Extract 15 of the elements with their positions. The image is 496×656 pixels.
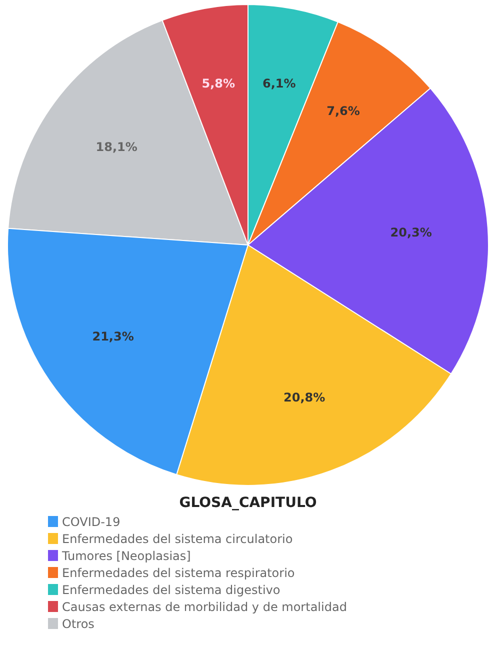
legend-title: GLOSA_CAPITULO xyxy=(178,495,318,511)
data-label: 7,6% xyxy=(326,104,360,118)
legend-label: COVID-19 xyxy=(62,514,120,528)
legend-label: Enfermedades del sistema respiratorio xyxy=(62,566,295,580)
legend-label: Enfermedades del sistema circulatorio xyxy=(62,532,293,546)
data-label: 6,1% xyxy=(262,76,296,91)
legend-label: Enfermedades del sistema digestivo xyxy=(62,582,280,596)
data-label: 21,3% xyxy=(92,329,134,344)
legend-label: Causas externas de morbilidad y de mortalidad xyxy=(62,600,347,614)
data-label: 20,3% xyxy=(390,225,432,240)
legend-label: Tumores [Neoplasias] xyxy=(62,548,191,562)
legend-label: Otros xyxy=(62,616,94,630)
data-label: 18,1% xyxy=(96,140,138,154)
data-label: 20,8% xyxy=(284,390,326,405)
data-label: 5,8% xyxy=(202,76,236,90)
